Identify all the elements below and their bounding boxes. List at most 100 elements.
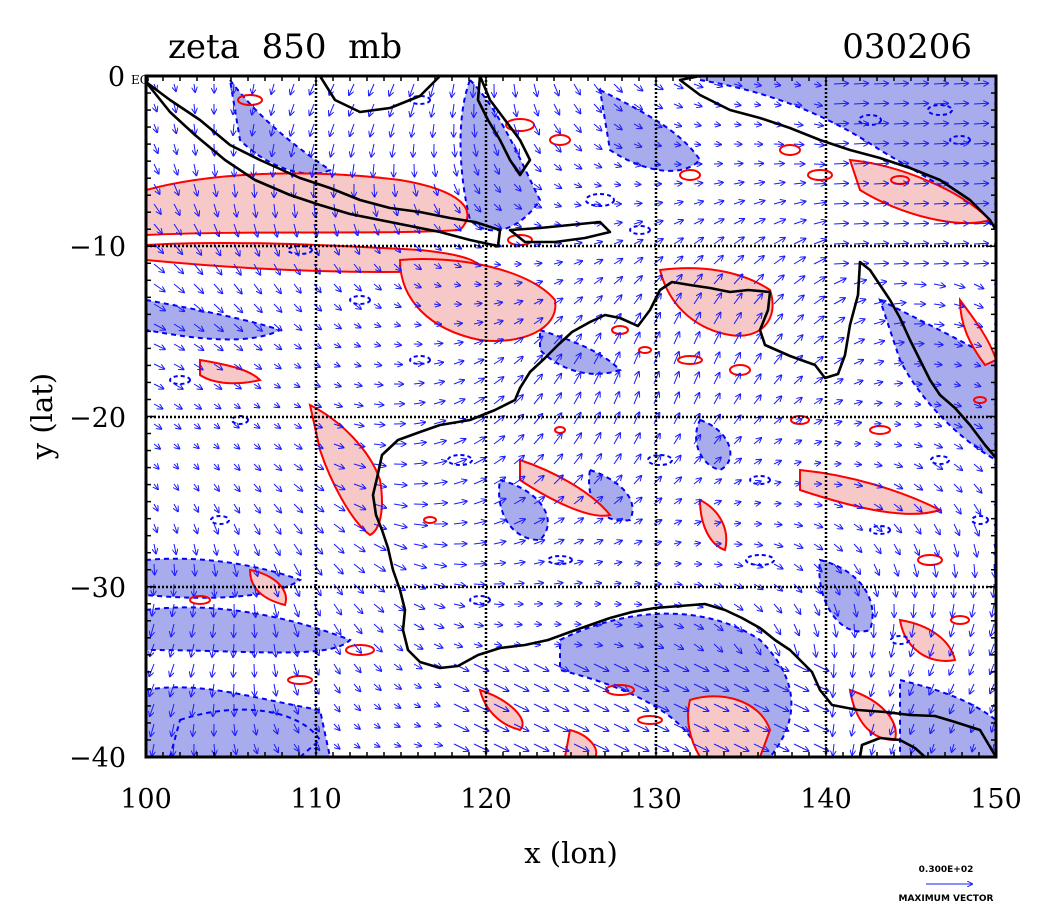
wind-vector (953, 123, 968, 124)
wind-vector (389, 83, 395, 96)
wind-vector (953, 483, 962, 492)
wind-vector (933, 243, 948, 244)
wind-vector (793, 335, 803, 345)
wind-vector (513, 224, 521, 227)
y-tick-0: 0 (108, 62, 125, 93)
wind-vector (433, 544, 447, 545)
wind-vector (533, 337, 542, 345)
wind-vector (893, 444, 901, 445)
wind-vector (973, 483, 982, 493)
wind-vector (733, 182, 743, 184)
wind-vector (793, 398, 802, 405)
wind-vector (953, 424, 962, 427)
wind-vector (533, 123, 539, 134)
wind-vector (473, 379, 484, 385)
wind-vector (193, 404, 201, 409)
wind-vector (533, 497, 544, 505)
wind-vector (873, 123, 888, 124)
wind-vector (334, 223, 337, 236)
wind-vector (853, 504, 862, 508)
wind-vector (373, 223, 378, 235)
wind-vector (833, 484, 841, 485)
wind-vector (493, 563, 505, 564)
wind-vector (194, 464, 199, 469)
wind-vector (673, 542, 680, 544)
wind-vector (173, 203, 180, 215)
wind-vector (973, 324, 982, 327)
wind-vector (154, 563, 155, 575)
wind-vector (753, 438, 761, 445)
wind-vector (353, 424, 364, 426)
wind-vector (693, 457, 701, 465)
wind-vector (333, 263, 340, 273)
wind-vector (913, 444, 922, 446)
wind-vector (933, 203, 948, 204)
wind-vector (353, 583, 363, 593)
wind-vector (193, 283, 203, 293)
wind-vector (633, 455, 641, 465)
wind-vector (173, 223, 181, 235)
wind-vector (413, 383, 424, 384)
wind-vector (473, 264, 480, 266)
wind-vector (513, 395, 523, 405)
wind-vector (873, 301, 886, 304)
wind-vector (793, 257, 805, 265)
wind-vector (834, 643, 835, 657)
wind-vector (310, 123, 315, 136)
wind-vector (693, 124, 701, 126)
wind-vector (733, 275, 743, 285)
wind-vector (433, 382, 444, 385)
wind-vector (474, 163, 478, 175)
wind-vector (613, 83, 622, 92)
wind-vector (613, 541, 622, 545)
wind-vector (933, 444, 942, 448)
wind-vector (353, 444, 364, 447)
wind-vector (311, 143, 314, 156)
wind-vector (713, 332, 720, 345)
wind-vector (913, 503, 922, 512)
wind-vector (153, 283, 165, 291)
wind-vector (633, 541, 641, 544)
wind-vector (553, 561, 563, 564)
wind-vector (873, 223, 888, 224)
wind-vector (613, 103, 622, 111)
wind-vector (473, 322, 482, 324)
wind-vector (893, 342, 904, 344)
wind-vector (513, 183, 521, 191)
wind-vector (573, 204, 580, 205)
wind-vector (193, 203, 199, 216)
wind-vector (533, 394, 542, 405)
wind-vector (513, 143, 519, 154)
wind-vector (893, 484, 902, 489)
wind-vector (553, 83, 559, 95)
wind-vector (194, 483, 199, 490)
wind-vector (333, 384, 341, 386)
wind-vector (533, 300, 542, 304)
wind-vector (873, 263, 888, 264)
wind-vector (673, 434, 680, 445)
y-tick-minus40: −40 (69, 743, 126, 774)
wind-vector (593, 433, 601, 445)
wind-vector (453, 480, 466, 484)
wind-vector (494, 143, 498, 155)
wind-vector (213, 323, 223, 331)
wind-vector (553, 280, 562, 284)
wind-vector (174, 103, 176, 112)
wind-vector (954, 563, 956, 577)
wind-vector (153, 403, 162, 409)
wind-vector (233, 523, 239, 534)
wind-vector (353, 543, 365, 551)
wind-vector (753, 182, 764, 184)
wind-vector (353, 404, 363, 406)
wind-vector (833, 298, 845, 305)
wind-vector (173, 403, 182, 409)
wind-vector (573, 454, 582, 465)
wind-vector (673, 183, 682, 184)
wind-vector (833, 379, 843, 385)
wind-vector (713, 274, 722, 285)
wind-vector (174, 143, 177, 154)
wind-vector (293, 303, 301, 311)
wind-vector (673, 352, 679, 365)
wind-vector (513, 283, 522, 284)
wind-vector (393, 284, 401, 289)
